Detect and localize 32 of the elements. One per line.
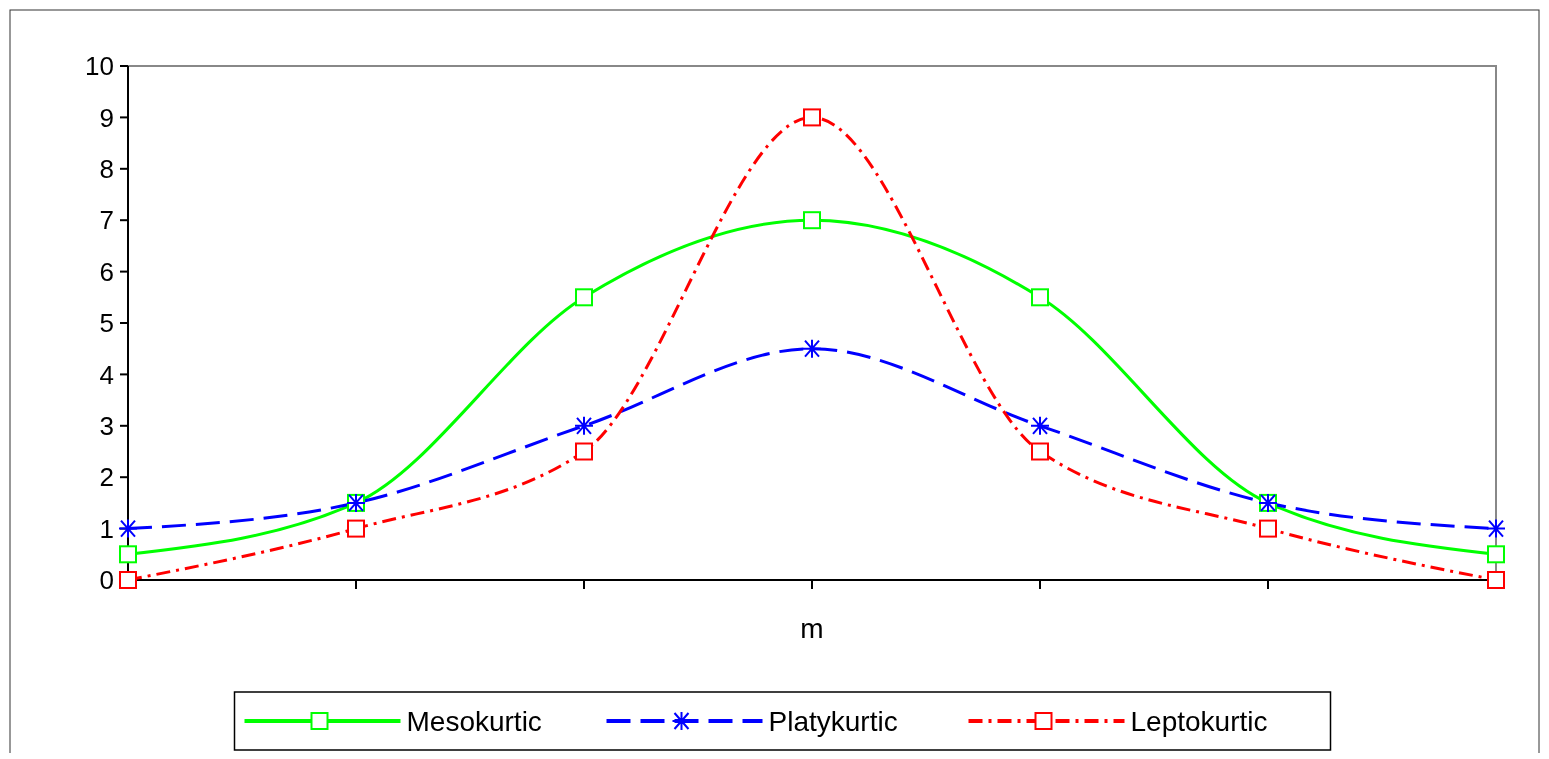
y-tick-label: 7 (99, 205, 114, 236)
y-tick-label: 10 (85, 51, 114, 82)
point (803, 211, 821, 230)
point (347, 519, 365, 538)
y-tick-label: 9 (99, 102, 114, 133)
point (803, 108, 821, 127)
y-tick-label: 5 (99, 308, 114, 339)
y-tick-label: 8 (99, 153, 114, 184)
point (1030, 415, 1050, 436)
point (1486, 518, 1506, 539)
y-tick-label: 0 (99, 565, 114, 596)
legend-label: Mesokurtic (406, 705, 542, 737)
y-tick-label: 6 (99, 256, 114, 287)
y-tick-label: 4 (99, 359, 114, 390)
point (1487, 571, 1505, 589)
x-axis-title: m (800, 613, 824, 644)
legend-label: Leptokurtic (1130, 705, 1268, 737)
point (119, 571, 137, 589)
legend-label: Platykurtic (768, 705, 898, 737)
point (119, 545, 137, 564)
point (1031, 442, 1049, 461)
y-tick-label: 3 (99, 410, 114, 441)
point (1487, 545, 1505, 564)
point (574, 415, 594, 436)
point (118, 518, 138, 539)
point (575, 442, 593, 461)
point (1031, 288, 1049, 307)
y-tick-label: 1 (99, 513, 114, 544)
point (802, 338, 822, 359)
point (575, 288, 593, 307)
y-tick-label: 2 (99, 462, 114, 493)
point (1259, 519, 1277, 538)
